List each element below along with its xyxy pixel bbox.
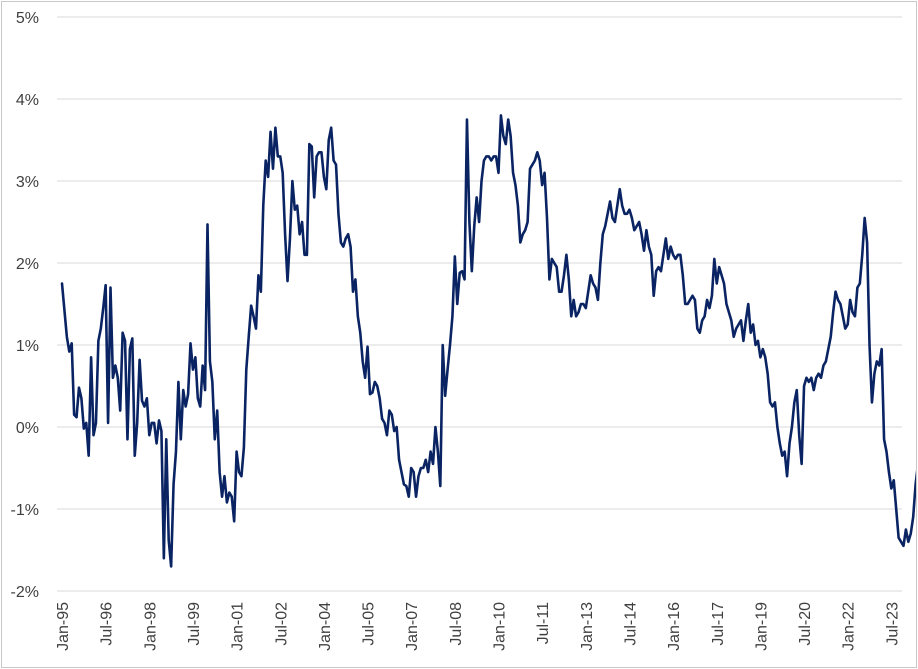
x-tick-label: Jul-23	[884, 602, 901, 646]
x-tick-label: Jan-22	[841, 602, 858, 651]
series-line	[60, 114, 916, 568]
x-tick-label: Jan-95	[55, 602, 72, 651]
x-tick-label: Jan-07	[404, 602, 421, 651]
y-tick-label: 0%	[16, 420, 39, 437]
y-axis: 5% 4% 3% 2% 1% 0% -1% -2%	[11, 10, 39, 601]
y-tick-label: 5%	[16, 10, 39, 27]
y-tick-label: 3%	[16, 174, 39, 191]
x-tick-label: Jul-08	[448, 602, 465, 646]
x-tick-label: Jul-96	[99, 602, 116, 646]
x-tick-label: Jan-01	[230, 602, 247, 651]
y-tick-label: -2%	[11, 584, 39, 601]
x-tick-label: Jul-17	[710, 602, 727, 646]
y-tick-label: 1%	[16, 338, 39, 355]
x-tick-label: Jan-04	[317, 602, 334, 651]
x-tick-label: Jan-13	[579, 602, 596, 651]
x-tick-label: Jan-98	[142, 602, 159, 651]
x-tick-label: Jul-05	[361, 602, 378, 646]
x-tick-label: Jul-14	[622, 602, 639, 646]
y-tick-label: -1%	[11, 502, 39, 519]
x-tick-label: Jan-16	[666, 602, 683, 651]
x-tick-label: Jul-20	[797, 602, 814, 646]
y-tick-label: 4%	[16, 92, 39, 109]
y-tick-label: 2%	[16, 256, 39, 273]
x-tick-label: Jul-02	[273, 602, 290, 646]
x-tick-label: Jan-19	[753, 602, 770, 651]
x-tick-label: Jul-99	[186, 602, 203, 646]
x-tick-label: Jul-11	[535, 602, 552, 644]
series-layer	[60, 114, 916, 568]
x-axis: Jan-95 Jul-96 Jan-98 Jul-99 Jan-01 Jul-02 Jan-…	[55, 602, 901, 651]
gridlines	[57, 16, 902, 592]
x-tick-label: Jan-10	[492, 602, 509, 651]
